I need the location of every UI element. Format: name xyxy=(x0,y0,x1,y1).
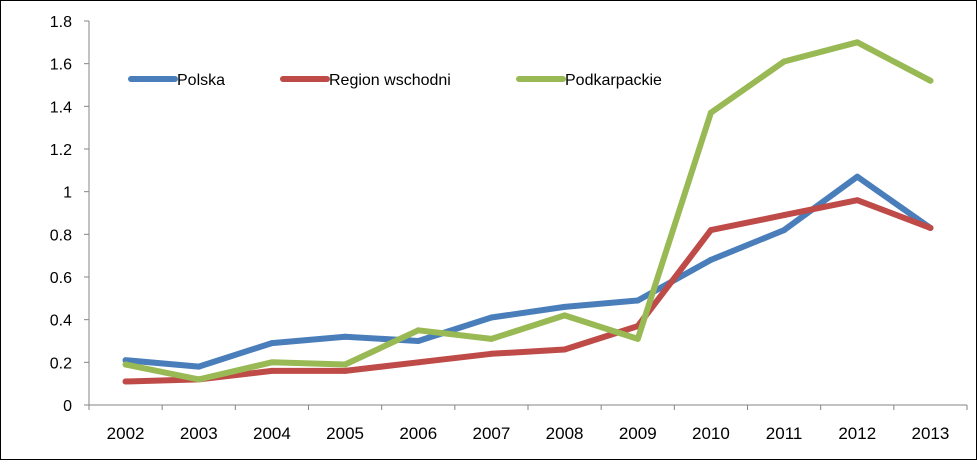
data-point-podkarpackie xyxy=(122,361,129,368)
y-tick-label: 1 xyxy=(63,185,72,202)
data-point-polska xyxy=(122,357,129,364)
data-point-podkarpackie xyxy=(415,327,422,334)
data-point-polska xyxy=(634,297,641,304)
series-lines xyxy=(122,39,934,385)
data-point-region-wschodni xyxy=(342,367,349,374)
x-tick-label: 2013 xyxy=(912,424,950,443)
data-point-polska xyxy=(707,256,714,263)
series-line-podkarpackie xyxy=(122,39,934,383)
series-line-region-wschodni xyxy=(122,197,934,385)
x-tick-label: 2012 xyxy=(838,424,876,443)
data-point-region-wschodni xyxy=(488,350,495,357)
data-point-polska xyxy=(342,333,349,340)
data-point-polska xyxy=(781,227,788,234)
data-point-podkarpackie xyxy=(561,312,568,319)
data-point-region-wschodni xyxy=(268,367,275,374)
y-tick-label: 1.6 xyxy=(50,57,72,74)
x-tick-label: 2011 xyxy=(766,424,803,443)
x-tick-label: 2008 xyxy=(546,424,584,443)
legend-label-podkarpackie: Podkarpackie xyxy=(565,72,662,89)
data-point-polska xyxy=(415,338,422,344)
data-point-podkarpackie xyxy=(268,359,275,366)
data-point-region-wschodni xyxy=(781,212,788,219)
data-point-podkarpackie xyxy=(707,109,714,116)
x-tick-label: 2010 xyxy=(692,424,730,443)
data-point-polska xyxy=(195,363,202,370)
y-tick-label: 0.8 xyxy=(50,227,72,244)
legend-label-region-wschodni: Region wschodni xyxy=(329,72,451,89)
legend: Polska Region wschodni Podkarpackie xyxy=(128,72,662,89)
data-point-region-wschodni xyxy=(927,224,934,231)
axes: 0 0.2 0.4 0.6 0.8 1 1.2 1.4 1.6 1.8 2002 2003 2004 20… xyxy=(50,14,968,443)
data-point-region-wschodni xyxy=(707,227,714,234)
data-point-podkarpackie xyxy=(634,335,641,342)
y-tick-label: 0 xyxy=(63,398,72,415)
data-point-polska xyxy=(268,340,275,347)
data-point-podkarpackie xyxy=(342,361,349,368)
data-point-region-wschodni xyxy=(415,359,422,366)
data-point-podkarpackie xyxy=(488,335,495,342)
x-tick-label: 2006 xyxy=(399,424,437,443)
data-point-region-wschodni xyxy=(854,197,861,204)
data-point-polska xyxy=(488,314,495,321)
data-point-region-wschodni xyxy=(561,346,568,353)
data-point-region-wschodni xyxy=(122,378,129,385)
x-tick-label: 2005 xyxy=(326,424,364,443)
data-point-podkarpackie xyxy=(781,58,788,65)
data-point-podkarpackie xyxy=(195,376,202,383)
y-tick-label: 0.4 xyxy=(50,313,72,330)
y-tick-label: 1.2 xyxy=(50,142,72,159)
data-point-polska xyxy=(854,173,861,180)
y-tick-label: 1.8 xyxy=(50,14,72,31)
data-point-podkarpackie xyxy=(854,39,861,46)
y-tick-label: 0.2 xyxy=(50,355,72,372)
y-tick-label: 1.4 xyxy=(50,99,72,116)
x-tick-label: 2003 xyxy=(180,424,218,443)
series-line-polska xyxy=(122,173,934,370)
data-point-polska xyxy=(561,303,568,310)
legend-label-polska: Polska xyxy=(177,72,225,89)
y-tick-label: 0.6 xyxy=(50,270,72,287)
x-tick-label: 2002 xyxy=(107,424,145,443)
data-point-podkarpackie xyxy=(927,77,934,84)
x-tick-label: 2004 xyxy=(253,424,291,443)
x-tick-label: 2009 xyxy=(619,424,657,443)
x-tick-label: 2007 xyxy=(473,424,511,443)
